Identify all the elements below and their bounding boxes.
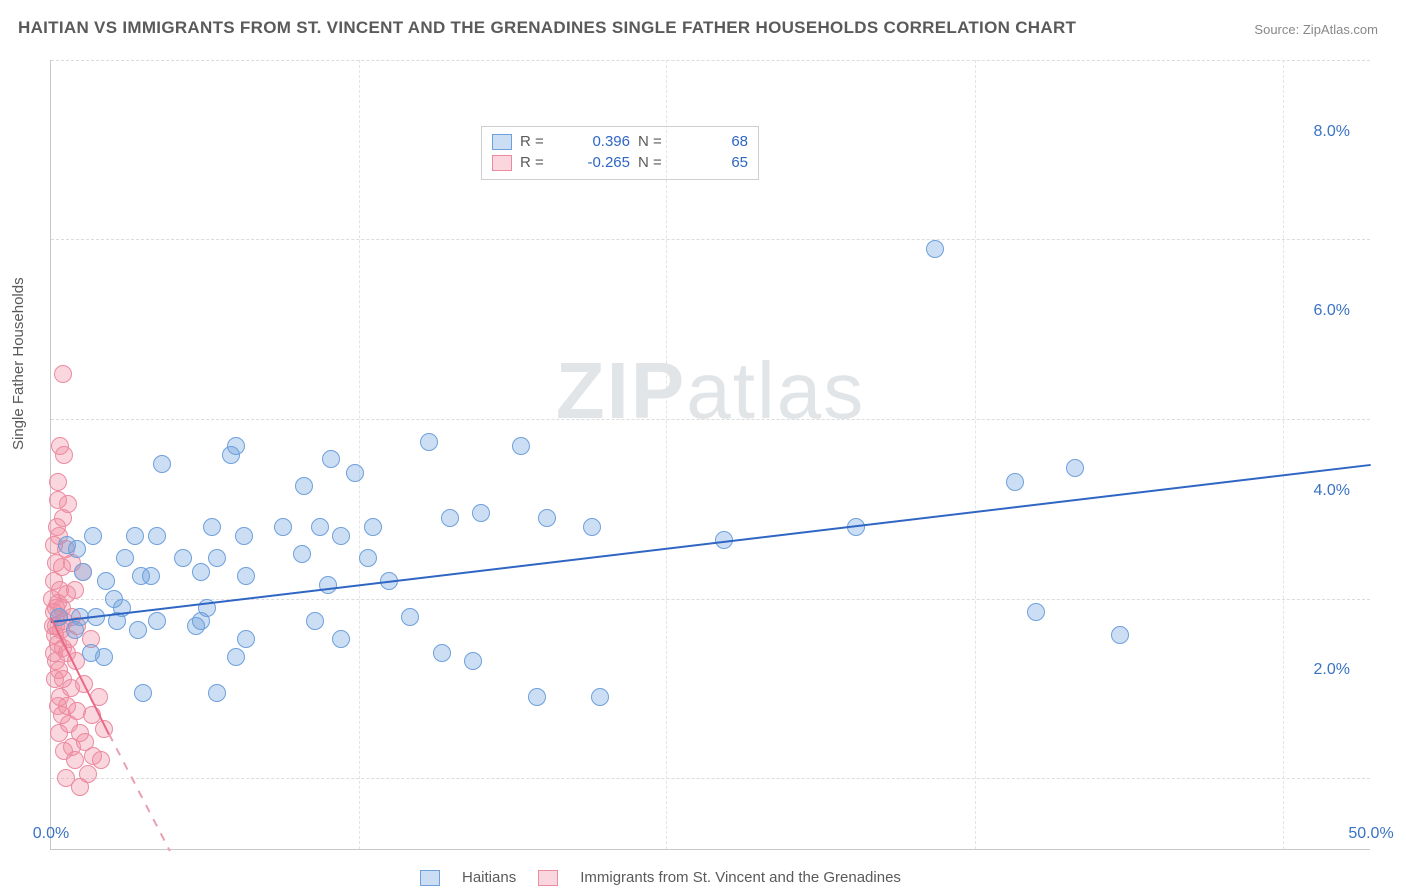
data-point	[591, 688, 609, 706]
data-point	[79, 765, 97, 783]
legend-r-value-0: 0.396	[560, 133, 630, 150]
data-point	[227, 437, 245, 455]
legend-row-series-1: R = -0.265 N = 65	[492, 152, 748, 173]
data-point	[134, 684, 152, 702]
data-point	[1111, 626, 1129, 644]
gridline-vertical	[666, 60, 667, 849]
legend-swatch-blue	[492, 134, 512, 150]
legend-r-label: R =	[520, 154, 552, 171]
data-point	[92, 751, 110, 769]
source-attribution: Source: ZipAtlas.com	[1254, 22, 1378, 37]
data-point	[583, 518, 601, 536]
data-point	[332, 527, 350, 545]
data-point	[208, 549, 226, 567]
data-point	[203, 518, 221, 536]
data-point	[66, 581, 84, 599]
y-axis-label: Single Father Households	[10, 277, 27, 450]
data-point	[142, 567, 160, 585]
data-point	[472, 504, 490, 522]
y-tick-label: 6.0%	[1314, 302, 1350, 320]
data-point	[512, 437, 530, 455]
legend-row-series-0: R = 0.396 N = 68	[492, 131, 748, 152]
gridline-vertical	[359, 60, 360, 849]
data-point	[68, 540, 86, 558]
x-tick-label: 50.0%	[1348, 825, 1393, 843]
legend-r-label: R =	[520, 133, 552, 150]
data-point	[208, 684, 226, 702]
data-point	[295, 477, 313, 495]
data-point	[274, 518, 292, 536]
data-point	[227, 648, 245, 666]
legend-n-value-0: 68	[678, 133, 748, 150]
data-point	[332, 630, 350, 648]
gridline-horizontal	[51, 778, 1370, 779]
data-point	[153, 455, 171, 473]
legend-correlation-box: R = 0.396 N = 68 R = -0.265 N = 65	[481, 126, 759, 180]
data-point	[126, 527, 144, 545]
gridline-horizontal	[51, 419, 1370, 420]
scatter-plot-area: ZIPatlas R = 0.396 N = 68 R = -0.265 N =…	[50, 60, 1370, 850]
data-point	[54, 365, 72, 383]
data-point	[49, 473, 67, 491]
data-point	[1027, 603, 1045, 621]
data-point	[311, 518, 329, 536]
legend-series-names: Haitians Immigrants from St. Vincent and…	[420, 869, 901, 886]
trend-line	[108, 734, 170, 852]
watermark-text: ZIPatlas	[556, 345, 865, 437]
data-point	[237, 630, 255, 648]
x-tick-label: 0.0%	[33, 825, 69, 843]
data-point	[346, 464, 364, 482]
data-point	[148, 612, 166, 630]
data-point	[148, 527, 166, 545]
y-tick-label: 4.0%	[1314, 482, 1350, 500]
gridline-horizontal	[51, 60, 1370, 61]
legend-swatch-pink	[538, 870, 558, 886]
legend-label-0: Haitians	[462, 869, 516, 886]
data-point	[538, 509, 556, 527]
legend-swatch-pink	[492, 155, 512, 171]
legend-swatch-blue	[420, 870, 440, 886]
data-point	[322, 450, 340, 468]
data-point	[528, 688, 546, 706]
data-point	[420, 433, 438, 451]
gridline-vertical	[975, 60, 976, 849]
data-point	[293, 545, 311, 563]
data-point	[359, 549, 377, 567]
data-point	[1006, 473, 1024, 491]
data-point	[95, 648, 113, 666]
y-tick-label: 8.0%	[1314, 123, 1350, 141]
data-point	[97, 572, 115, 590]
data-point	[129, 621, 147, 639]
legend-n-value-1: 65	[678, 154, 748, 171]
data-point	[55, 446, 73, 464]
data-point	[59, 495, 77, 513]
data-point	[433, 644, 451, 662]
data-point	[116, 549, 134, 567]
data-point	[235, 527, 253, 545]
source-value: ZipAtlas.com	[1303, 22, 1378, 37]
legend-label-1: Immigrants from St. Vincent and the Gren…	[580, 869, 901, 886]
chart-title: HAITIAN VS IMMIGRANTS FROM ST. VINCENT A…	[18, 18, 1076, 38]
data-point	[84, 527, 102, 545]
data-point	[441, 509, 459, 527]
legend-r-value-1: -0.265	[560, 154, 630, 171]
data-point	[926, 240, 944, 258]
data-point	[174, 549, 192, 567]
data-point	[237, 567, 255, 585]
data-point	[306, 612, 324, 630]
data-point	[319, 576, 337, 594]
data-point	[464, 652, 482, 670]
gridline-horizontal	[51, 239, 1370, 240]
watermark-thin: atlas	[686, 346, 865, 435]
data-point	[74, 563, 92, 581]
data-point	[192, 563, 210, 581]
data-point	[401, 608, 419, 626]
gridline-vertical	[1283, 60, 1284, 849]
data-point	[364, 518, 382, 536]
data-point	[1066, 459, 1084, 477]
source-label: Source:	[1254, 22, 1299, 37]
y-tick-label: 2.0%	[1314, 661, 1350, 679]
